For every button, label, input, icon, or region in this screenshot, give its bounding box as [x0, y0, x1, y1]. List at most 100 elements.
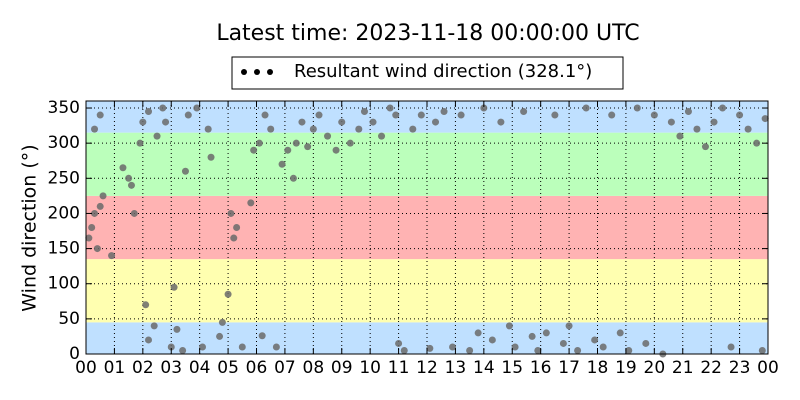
data-point: [608, 111, 616, 119]
data-point: [91, 209, 99, 217]
data-point: [409, 125, 417, 133]
data-point: [534, 346, 542, 354]
data-point: [599, 343, 607, 351]
data-point: [130, 209, 138, 217]
y-tick-label: 300: [48, 133, 80, 153]
x-tick-label: 14: [473, 358, 495, 378]
data-point: [173, 325, 181, 333]
data-point: [91, 125, 99, 133]
x-tick-label: 15: [501, 358, 523, 378]
x-tick-label: 17: [558, 358, 580, 378]
x-tick-label: 05: [217, 358, 239, 378]
data-point: [127, 181, 135, 189]
data-point: [386, 104, 394, 112]
data-point: [511, 343, 519, 351]
data-point: [324, 132, 332, 140]
data-point: [355, 125, 363, 133]
x-tick-label: 10: [359, 358, 381, 378]
y-tick-label: 0: [69, 344, 80, 364]
data-point: [417, 111, 425, 119]
data-point: [278, 160, 286, 168]
data-point: [369, 118, 377, 126]
legend-box: [231, 56, 624, 90]
data-point: [230, 234, 238, 242]
data-point: [162, 118, 170, 126]
data-point: [315, 111, 323, 119]
data-point: [238, 343, 246, 351]
data-point: [145, 336, 153, 344]
data-point: [227, 209, 235, 217]
data-point: [204, 125, 212, 133]
data-point: [85, 234, 93, 242]
plot-frame: [85, 100, 769, 355]
direction-band: [86, 132, 768, 196]
data-point: [701, 143, 709, 151]
data-point: [616, 329, 624, 337]
data-point: [179, 346, 187, 354]
legend-label: Resultant wind direction (328.1°): [294, 61, 592, 82]
y-tick-label: 150: [48, 239, 80, 259]
data-point: [457, 111, 465, 119]
x-tick-label: 16: [530, 358, 552, 378]
data-point: [551, 111, 559, 119]
x-tick-label: 03: [160, 358, 182, 378]
data-point: [96, 111, 104, 119]
data-point: [247, 199, 255, 207]
data-point: [676, 132, 684, 140]
data-point: [267, 125, 275, 133]
data-point: [145, 108, 153, 116]
y-tick-label: 50: [58, 309, 80, 329]
data-point: [224, 290, 232, 298]
data-point: [108, 252, 116, 260]
data-point: [426, 344, 434, 352]
data-point: [167, 343, 175, 351]
data-point: [719, 104, 727, 112]
data-point: [218, 318, 226, 326]
data-point: [233, 224, 241, 231]
data-point: [667, 118, 675, 126]
data-point: [574, 346, 582, 354]
x-tick-label: 00: [75, 358, 97, 378]
data-point: [360, 108, 368, 116]
data-point: [693, 125, 701, 133]
x-tick-label: 00: [757, 358, 779, 378]
data-point: [710, 118, 718, 126]
data-point: [346, 139, 354, 147]
x-tick-label: 23: [729, 358, 751, 378]
plot-area: [85, 101, 769, 358]
data-point: [136, 139, 144, 147]
x-tick-label: 13: [445, 358, 467, 378]
x-tick-label: 20: [644, 358, 666, 378]
data-point: [633, 104, 641, 112]
data-point: [753, 139, 761, 147]
data-point: [505, 322, 513, 330]
data-point: [153, 132, 161, 140]
data-point: [304, 143, 312, 151]
direction-band: [86, 259, 768, 323]
data-point: [338, 118, 346, 126]
data-point: [216, 332, 224, 340]
data-point: [432, 118, 440, 126]
data-point: [395, 339, 403, 347]
data-point: [125, 174, 133, 182]
data-point: [449, 343, 457, 351]
y-tick-label: 250: [48, 168, 80, 188]
data-point: [289, 174, 297, 182]
x-tick-label: 12: [416, 358, 438, 378]
data-point: [474, 329, 482, 337]
data-point: [488, 336, 496, 344]
data-point: [642, 339, 650, 347]
data-point: [298, 118, 306, 126]
data-point: [684, 108, 692, 116]
data-point: [497, 118, 505, 126]
data-point: [758, 346, 766, 354]
data-point: [139, 118, 147, 126]
data-point: [96, 202, 104, 210]
x-tick-label: 08: [303, 358, 325, 378]
data-point: [736, 111, 744, 119]
x-tick-label: 11: [388, 358, 410, 378]
x-tick-label: 06: [246, 358, 268, 378]
x-tick-label: 19: [615, 358, 637, 378]
data-point: [88, 224, 96, 231]
